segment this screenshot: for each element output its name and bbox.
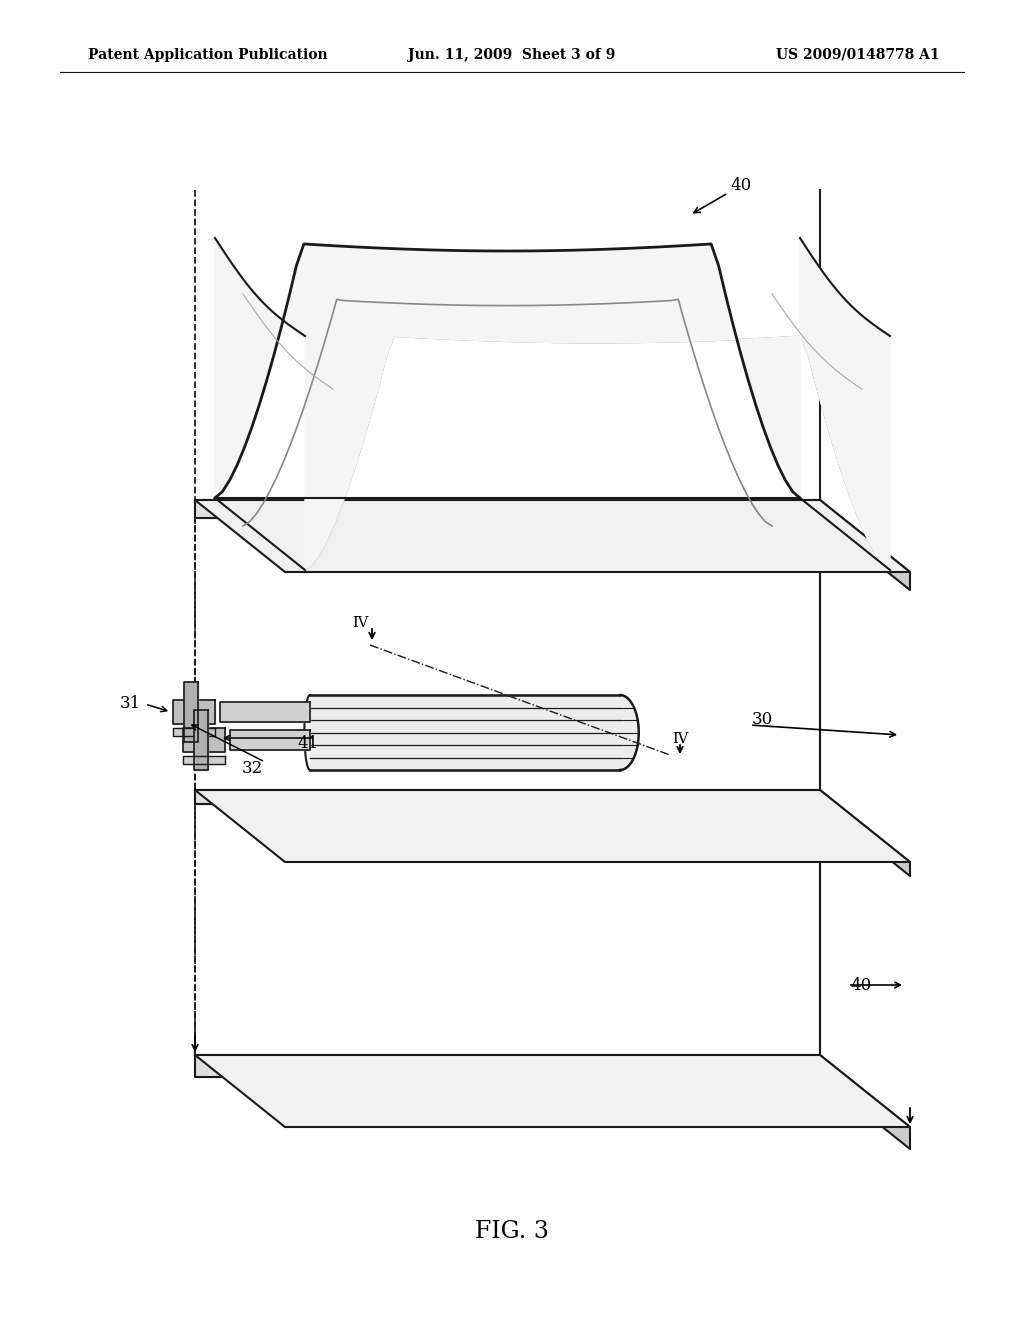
Polygon shape [195,500,820,517]
Polygon shape [183,729,225,752]
Text: 31: 31 [120,696,141,713]
Polygon shape [183,756,225,764]
Text: 32: 32 [242,760,263,777]
Polygon shape [310,696,620,770]
Text: 41: 41 [297,735,318,752]
Polygon shape [195,789,910,862]
Polygon shape [195,1055,820,1077]
Text: 40: 40 [730,177,752,194]
Polygon shape [194,710,208,770]
Text: FIG. 3: FIG. 3 [475,1221,549,1243]
Polygon shape [820,1055,910,1148]
Polygon shape [173,729,215,737]
Text: US 2009/0148778 A1: US 2009/0148778 A1 [776,48,940,62]
Polygon shape [195,789,820,804]
Polygon shape [820,789,910,876]
Text: Jun. 11, 2009  Sheet 3 of 9: Jun. 11, 2009 Sheet 3 of 9 [409,48,615,62]
Text: IV: IV [672,733,688,746]
Text: IV: IV [352,616,369,630]
Polygon shape [195,500,910,572]
Polygon shape [173,700,215,723]
Polygon shape [620,696,639,770]
Polygon shape [184,682,198,742]
Polygon shape [195,1055,910,1127]
Text: Patent Application Publication: Patent Application Publication [88,48,328,62]
Text: 30: 30 [752,711,773,729]
Polygon shape [215,238,890,570]
Polygon shape [230,730,310,750]
Polygon shape [220,702,310,722]
Text: 40: 40 [850,977,871,994]
Polygon shape [820,500,910,590]
